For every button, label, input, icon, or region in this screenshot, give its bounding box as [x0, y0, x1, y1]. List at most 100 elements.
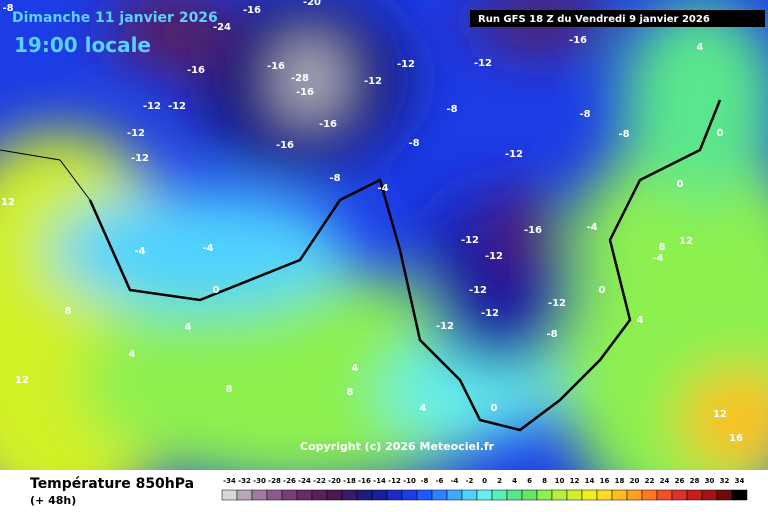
scale-label: 12: [570, 477, 580, 485]
scale-swatch: [356, 489, 373, 501]
scale-label: -26: [283, 477, 296, 485]
scale-swatch: [701, 489, 718, 501]
run-info: Run GFS 18 Z du Vendredi 9 janvier 2026: [478, 14, 710, 25]
scale-label: -2: [466, 477, 474, 485]
scale-label: 32: [720, 477, 730, 485]
contour-label: -4: [652, 253, 663, 264]
run-box: [470, 10, 765, 27]
contour-label: 8: [226, 384, 233, 395]
scale-swatch: [311, 489, 328, 501]
scale-swatch: [611, 489, 628, 501]
time: 19:00 locale: [14, 33, 151, 57]
contour-label: -12: [131, 153, 149, 164]
contour-label: -12: [127, 128, 145, 139]
scale-label: 20: [630, 477, 640, 485]
scale-swatch: [566, 489, 583, 501]
scale-swatch: [416, 489, 433, 501]
contour-label: -24: [213, 22, 231, 33]
scale-swatch: [551, 489, 568, 501]
date: Dimanche 11 janvier 2026: [12, 10, 218, 26]
contour-label: -16: [267, 61, 285, 72]
scale-swatch: [326, 489, 343, 501]
scale-swatch: [581, 489, 598, 501]
scale-swatch: [596, 489, 613, 501]
scale-swatch: [281, 489, 298, 501]
contour-label: -12: [397, 59, 415, 70]
contour-label: 0: [717, 128, 724, 139]
scale-label: 0: [482, 477, 487, 485]
contour-label: 4: [637, 315, 644, 326]
scale-swatch: [221, 489, 238, 501]
scale-swatch: [521, 489, 538, 501]
scale-swatch: [251, 489, 268, 501]
scale-swatch: [656, 489, 673, 501]
scale-swatch: [401, 489, 418, 501]
contour-label: -12: [436, 321, 454, 332]
scale-label: -22: [313, 477, 326, 485]
contour-label: -12: [481, 308, 499, 319]
contour-label: -4: [377, 183, 388, 194]
contour-label: -8: [546, 329, 557, 340]
contour-label: 0: [599, 285, 606, 296]
contour-label: 8: [659, 242, 666, 253]
scale-label: -6: [436, 477, 444, 485]
contour-label: -28: [291, 73, 309, 84]
scale-swatch: [461, 489, 478, 501]
scale-swatch: [626, 489, 643, 501]
scale-swatch: [491, 489, 508, 501]
scale-label: -16: [358, 477, 371, 485]
scale-swatch: [341, 489, 358, 501]
contour-label: -12: [505, 149, 523, 160]
scale-swatch: [536, 489, 553, 501]
contour-label: -16: [276, 140, 294, 151]
scale-label: -32: [238, 477, 251, 485]
contour-label: -12: [474, 58, 492, 69]
scale-label: -10: [403, 477, 416, 485]
scale-label: -34: [223, 477, 236, 485]
contour-label: -12: [485, 251, 503, 262]
contour-label: 4: [129, 349, 136, 360]
scale-label: 8: [542, 477, 547, 485]
scale-label: 10: [555, 477, 565, 485]
contour-label: 8: [65, 306, 72, 317]
scale-label: -8: [421, 477, 429, 485]
scale-label: 16: [600, 477, 610, 485]
scale-label: -30: [253, 477, 266, 485]
contour-label: 4: [420, 403, 427, 414]
scale-swatch: [266, 489, 283, 501]
scale-label: 6: [527, 477, 532, 485]
scale-label: -14: [373, 477, 386, 485]
contour-label: -20: [303, 0, 321, 8]
scale-swatch: [716, 489, 733, 501]
contour-label: -12: [461, 235, 479, 246]
contour-label: 0: [213, 285, 220, 296]
scale-swatch: [431, 489, 448, 501]
lead-time: (+ 48h): [30, 494, 76, 507]
scale-label: 22: [645, 477, 655, 485]
contour-label: -8: [2, 3, 13, 14]
scale-swatch: [296, 489, 313, 501]
contour-label: -4: [202, 243, 213, 254]
contour-label: 12: [15, 375, 29, 386]
contour-label: -12: [364, 76, 382, 87]
contour-label: -8: [329, 173, 340, 184]
scale-label: 28: [690, 477, 700, 485]
scale-label: -20: [328, 477, 341, 485]
contour-label: -8: [618, 129, 629, 140]
scale-label: -24: [298, 477, 311, 485]
contour-label: -4: [586, 222, 597, 233]
contour-label: -8: [408, 138, 419, 149]
contour-label: -16: [524, 225, 542, 236]
contour-label: -16: [569, 35, 587, 46]
scale-label: -18: [343, 477, 356, 485]
copyright: Copyright (c) 2026 Meteociel.fr: [300, 440, 495, 453]
contour-label: 16: [729, 433, 743, 444]
scale-label: -12: [388, 477, 401, 485]
contour-label: 0: [677, 179, 684, 190]
contour-label: 4: [697, 42, 704, 53]
scale-label: 2: [497, 477, 502, 485]
scale-swatch: [641, 489, 658, 501]
